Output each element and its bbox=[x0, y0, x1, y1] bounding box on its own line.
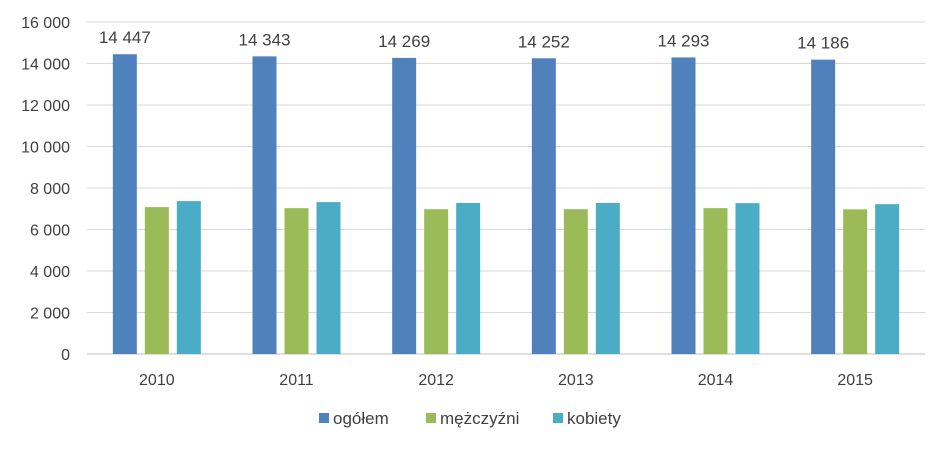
legend-item: kobiety bbox=[553, 409, 621, 428]
x-category-label: 2011 bbox=[279, 372, 314, 389]
data-label: 14 269 bbox=[378, 32, 430, 51]
bar-mężczyźni-2014 bbox=[703, 208, 728, 354]
bars bbox=[112, 54, 900, 355]
bar-kobiety-2012 bbox=[456, 202, 481, 354]
x-category-label: 2012 bbox=[418, 372, 454, 389]
legend-item: ogółem bbox=[319, 409, 389, 428]
bar-kobiety-2011 bbox=[316, 202, 341, 354]
data-label: 14 252 bbox=[518, 32, 570, 51]
data-label: 14 343 bbox=[239, 30, 291, 49]
x-category-label: 2015 bbox=[837, 372, 873, 389]
bar-mężczyźni-2011 bbox=[284, 208, 309, 354]
y-tick-label: 2 000 bbox=[30, 306, 70, 323]
y-tick-label: 6 000 bbox=[30, 223, 70, 240]
y-tick-label: 8 000 bbox=[30, 181, 70, 198]
bar-mężczyźni-2015 bbox=[843, 209, 868, 354]
data-labels: 14 447 14 343 14 269 14 252 14 293 14 186 bbox=[99, 28, 849, 52]
bar-mężczyźni-2010 bbox=[144, 207, 169, 354]
bar-ogółem-2013 bbox=[531, 58, 556, 355]
bar-mężczyźni-2012 bbox=[424, 209, 449, 354]
x-category-label: 2014 bbox=[698, 372, 734, 389]
bar-ogółem-2015 bbox=[811, 59, 836, 354]
y-tick-label: 0 bbox=[61, 347, 70, 364]
bar-kobiety-2014 bbox=[735, 203, 760, 354]
legend-swatch bbox=[553, 413, 563, 423]
y-tick-label: 12 000 bbox=[21, 98, 70, 115]
y-tick-label: 16 000 bbox=[21, 15, 70, 32]
bar-kobiety-2010 bbox=[176, 201, 201, 354]
bar-mężczyźni-2013 bbox=[563, 209, 588, 354]
x-axis-category-labels: 2010 2011 2012 2013 2014 2015 bbox=[139, 372, 873, 389]
bar-ogółem-2014 bbox=[671, 57, 696, 354]
bar-ogółem-2010 bbox=[112, 54, 137, 354]
legend: ogółem mężczyźni kobiety bbox=[319, 409, 621, 428]
x-category-label: 2010 bbox=[139, 372, 175, 389]
legend-item: mężczyźni bbox=[426, 409, 519, 428]
bar-ogółem-2011 bbox=[252, 56, 277, 354]
legend-label: ogółem bbox=[333, 409, 389, 428]
bar-kobiety-2013 bbox=[595, 202, 620, 354]
bar-ogółem-2012 bbox=[392, 57, 417, 355]
gridlines bbox=[87, 21, 925, 355]
legend-swatch bbox=[426, 413, 436, 423]
data-label: 14 186 bbox=[797, 34, 849, 53]
legend-label: mężczyźni bbox=[440, 409, 519, 428]
y-tick-label: 14 000 bbox=[21, 57, 70, 74]
x-category-label: 2013 bbox=[558, 372, 594, 389]
legend-swatch bbox=[319, 413, 329, 423]
y-axis-tick-labels: 0 2 000 4 000 6 000 8 000 10 000 12 000 14 000 1… bbox=[21, 15, 70, 364]
data-label: 14 447 bbox=[99, 28, 151, 47]
y-tick-label: 4 000 bbox=[30, 264, 70, 281]
legend-label: kobiety bbox=[567, 409, 621, 428]
bar-kobiety-2015 bbox=[875, 204, 900, 354]
data-label: 14 293 bbox=[658, 31, 710, 50]
y-tick-label: 10 000 bbox=[21, 140, 70, 157]
